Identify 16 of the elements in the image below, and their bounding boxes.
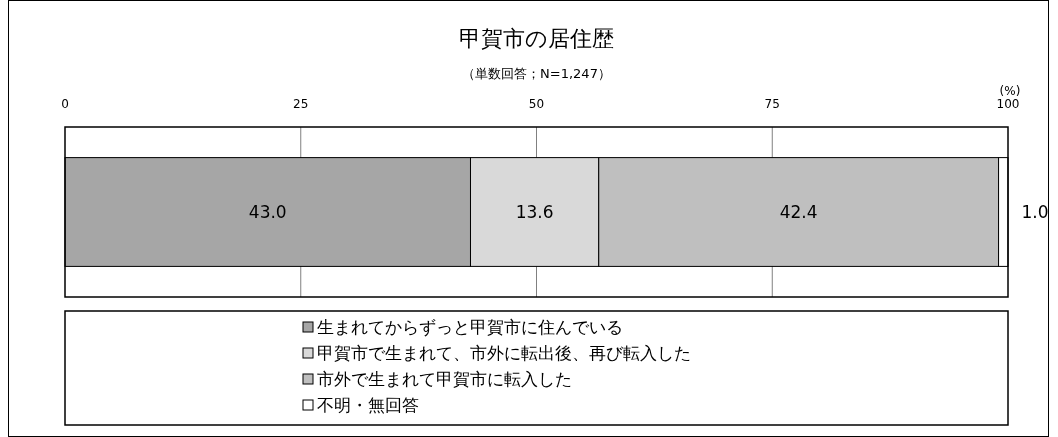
x-tick-label: 25: [293, 97, 309, 111]
x-axis-title: (%): [999, 84, 1021, 98]
chart-title: 甲賀市の居住歴: [459, 26, 614, 51]
x-tick-label: 0: [61, 97, 69, 111]
legend-label: 生まれてからずっと甲賀市に住んでいる: [317, 317, 623, 337]
legend-label: 不明・無回答: [317, 395, 419, 415]
x-tick-label: 75: [764, 97, 780, 111]
legend-label: 甲賀市で生まれて、市外に転出後、再び転入した: [317, 343, 691, 363]
x-tick-label: 50: [528, 97, 545, 111]
x-tick-label: 100: [996, 97, 1020, 111]
data-label: 43.0: [248, 202, 287, 222]
legend-label: 市外で生まれて甲賀市に転入した: [317, 369, 572, 389]
data-label: 13.6: [515, 202, 554, 222]
data-label: 1.0: [1021, 202, 1049, 222]
data-label: 42.4: [779, 202, 818, 222]
chart-subtitle: （単数回答；N=1,247）: [462, 66, 611, 81]
